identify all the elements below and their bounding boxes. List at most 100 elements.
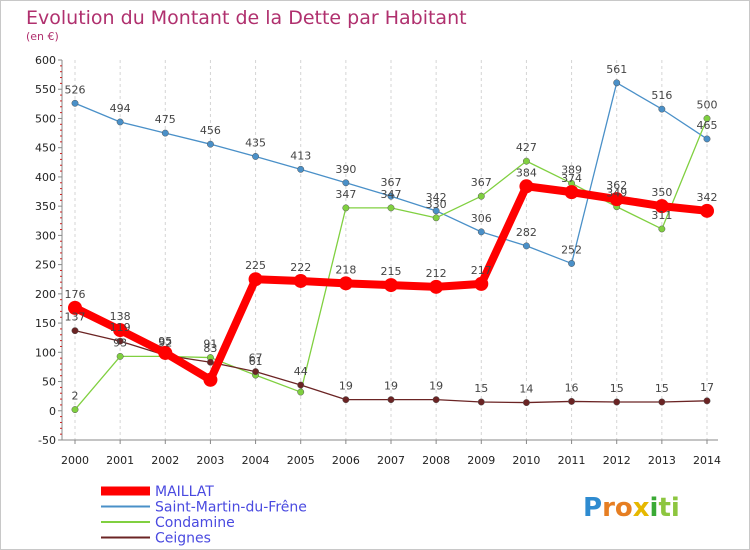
data-point [297, 381, 305, 389]
x-tick-label: 2011 [558, 454, 586, 467]
data-point [116, 352, 124, 360]
data-point [387, 192, 395, 200]
data-label: 347 [381, 188, 402, 201]
data-label: 389 [561, 163, 582, 176]
data-point [293, 273, 308, 288]
data-point [432, 207, 440, 215]
chart-subtitle: (en €) [26, 30, 59, 43]
logo-letter: t [658, 493, 670, 523]
data-label: 15 [474, 382, 488, 395]
data-label: 413 [290, 149, 311, 162]
y-tick-label: 400 [35, 171, 56, 184]
data-label: 342 [697, 191, 718, 204]
data-label: 218 [335, 263, 356, 276]
data-label: 119 [110, 321, 131, 334]
data-label: 14 [519, 383, 533, 396]
logo-letter: r [602, 493, 615, 523]
data-label: 17 [700, 381, 714, 394]
x-tick-label: 2007 [377, 454, 405, 467]
data-point [658, 105, 666, 113]
data-point [519, 179, 534, 194]
axes: -50 0 50 100 150 200 250 300 350 400 450 500 550 600 2… [35, 54, 721, 467]
y-tick-label: 300 [35, 229, 56, 242]
x-tick-label: 2002 [151, 454, 179, 467]
data-label: 91 [203, 338, 217, 351]
y-tick-label: 100 [35, 346, 56, 359]
data-label: 330 [426, 198, 447, 211]
data-point [252, 153, 260, 160]
data-label: 15 [655, 382, 669, 395]
data-label: 44 [294, 365, 308, 378]
logo-letter: i [650, 493, 659, 523]
data-label: 19 [429, 380, 443, 393]
x-tick-label: 2010 [512, 454, 540, 467]
data-point [206, 140, 214, 148]
data-label: 367 [471, 176, 492, 189]
y-tick-label: 50 [42, 376, 56, 389]
legend: MAILLATSaint-Martin-du-FrêneCondamineCei… [101, 484, 307, 547]
data-label: 374 [561, 172, 582, 185]
data-label: 342 [426, 191, 447, 204]
data-point [384, 278, 398, 293]
data-label: 306 [471, 212, 492, 225]
y-tick-label: 150 [35, 317, 56, 330]
data-label: 2 [72, 390, 79, 403]
data-label: 475 [155, 113, 176, 126]
y-tick-label: 0 [49, 405, 56, 418]
data-point [522, 242, 530, 250]
y-tick-label: 500 [35, 112, 56, 125]
y-tick-label: 450 [35, 142, 56, 155]
data-point [703, 115, 711, 122]
data-point [477, 228, 485, 236]
x-tick-label: 2012 [603, 454, 631, 467]
data-point [338, 276, 353, 291]
data-point [248, 272, 263, 287]
y-tick-label: 200 [35, 288, 56, 301]
data-point [522, 157, 530, 165]
data-point [342, 204, 350, 212]
data-label: 465 [697, 119, 718, 132]
data-label: 138 [110, 310, 131, 323]
data-point [658, 398, 666, 406]
x-tick-label: 2003 [196, 454, 224, 467]
x-tick-label: 2008 [422, 454, 450, 467]
data-label: 516 [651, 89, 672, 102]
data-label: 215 [381, 265, 402, 278]
data-label: 92 [158, 336, 172, 349]
data-point [474, 276, 489, 291]
data-point [703, 135, 711, 143]
data-label: 16 [565, 381, 579, 394]
data-point [158, 345, 173, 360]
data-point [113, 323, 128, 338]
data-label: 311 [651, 209, 672, 222]
data-label: 384 [516, 166, 537, 179]
x-tick-label: 2000 [61, 454, 89, 467]
data-point [206, 358, 214, 366]
x-tick-label: 2013 [648, 454, 676, 467]
data-label: 282 [516, 226, 537, 239]
legend-label: MAILLAT [155, 484, 214, 500]
legend-label: Saint-Martin-du-Frêne [155, 500, 307, 516]
proxiti-logo: Proxiti [583, 493, 680, 523]
data-point [203, 372, 218, 387]
data-point [68, 300, 82, 315]
data-point [429, 279, 444, 294]
logo-letter: o [615, 493, 633, 523]
data-label: 252 [561, 243, 582, 256]
data-point [387, 204, 395, 212]
data-point [116, 337, 124, 345]
data-label: 225 [245, 259, 266, 272]
x-tick-label: 2004 [242, 454, 270, 467]
data-point [703, 397, 711, 405]
logo-letter: P [583, 493, 602, 523]
y-tick-label: -50 [38, 434, 56, 447]
data-point [297, 165, 305, 173]
data-label: 350 [651, 186, 672, 199]
data-point [613, 398, 621, 406]
data-point [658, 225, 666, 233]
data-label: 95 [158, 335, 172, 348]
data-label: 61 [249, 355, 263, 368]
